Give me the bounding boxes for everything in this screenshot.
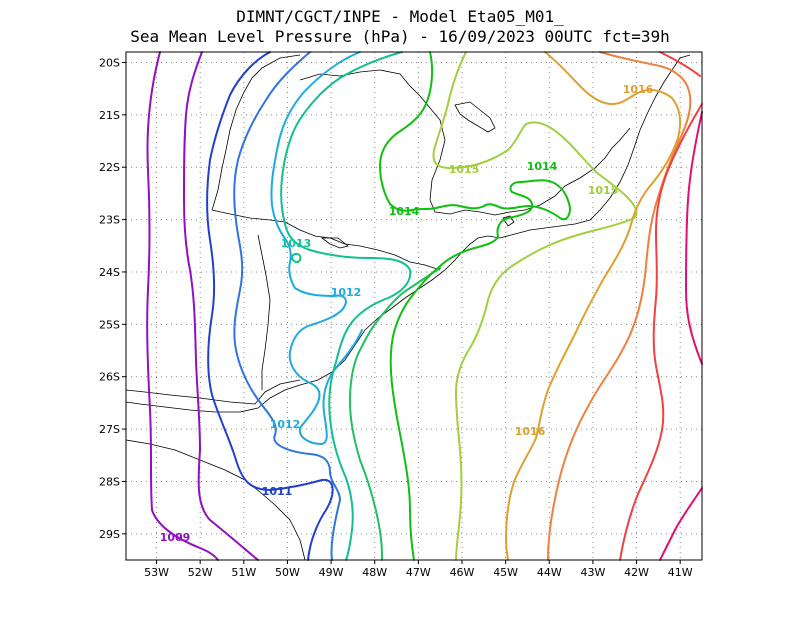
lat-tick-label: 20S [99, 56, 120, 69]
coastline [125, 54, 691, 413]
lat-tick-label: 26S [99, 371, 120, 384]
isobar-1013-ring [291, 252, 302, 264]
lon-tick-label: 48W [362, 566, 387, 579]
reservoir [454, 101, 496, 133]
isobar-1017 [547, 51, 692, 561]
island [320, 237, 349, 249]
island [502, 215, 515, 227]
lat-tick-label: 24S [99, 266, 120, 279]
isobar-1015 [432, 51, 638, 561]
lat-tick-label: 25S [99, 318, 120, 331]
lon-tick-label: 44W [537, 566, 562, 579]
isobar-1019 [659, 111, 703, 561]
map-axis-ticks: 53W 52W 51W 50W 49W 48W 47W 46W 45W 44W 43W 42W 41W 2… [99, 56, 693, 579]
isobar-1009-b [183, 51, 259, 561]
lon-tick-label: 43W [580, 566, 605, 579]
lon-tick-label: 41W [668, 566, 693, 579]
contour-label: 1013 [281, 237, 312, 250]
state-border [211, 209, 441, 271]
lat-tick-label: 21S [99, 109, 120, 122]
contour-label: 1014 [527, 160, 558, 173]
contour-label: 1012 [270, 418, 301, 431]
contour-label: 1011 [262, 485, 293, 498]
lon-tick-label: 47W [406, 566, 431, 579]
state-border [211, 54, 301, 211]
isobars [146, 51, 703, 561]
title-line-1: DIMNT/CGCT/INPE - Model Eta05_M01_ [236, 7, 564, 26]
lon-tick-label: 46W [450, 566, 475, 579]
lat-tick-label: 23S [99, 214, 120, 227]
lat-tick-label: 28S [99, 475, 120, 488]
state-border [125, 439, 306, 561]
contour-label: 1012 [331, 286, 362, 299]
contour-labels: 1016 1015 1014 1015 1014 1013 1012 1012 … [160, 83, 654, 544]
contour-label: 1015 [588, 184, 619, 197]
isobar-1011b [233, 51, 341, 561]
isobar-1016 [505, 51, 681, 561]
lon-tick-label: 49W [319, 566, 344, 579]
state-border [257, 234, 271, 390]
isobar-1009-a [146, 51, 219, 561]
contour-label: 1009 [160, 531, 191, 544]
isobar-1011 [206, 51, 334, 561]
lon-tick-label: 51W [231, 566, 256, 579]
state-border [299, 69, 631, 216]
contour-label: 1015 [449, 163, 480, 176]
lat-tick-label: 22S [99, 161, 120, 174]
state-border [125, 379, 301, 405]
isobar-1013 [280, 51, 412, 561]
lon-tick-label: 52W [188, 566, 213, 579]
lat-tick-label: 27S [99, 423, 120, 436]
coastline-and-borders [125, 54, 691, 561]
contour-label: 1016 [515, 425, 546, 438]
lon-tick-label: 50W [275, 566, 300, 579]
isobar-1018 [619, 51, 703, 561]
map-frame [125, 51, 703, 561]
title-line-2: Sea Mean Level Pressure (hPa) - 16/09/20… [130, 27, 669, 46]
isobar-1013b [349, 267, 441, 561]
lon-tick-label: 53W [144, 566, 169, 579]
lon-tick-label: 42W [624, 566, 649, 579]
contour-label: 1014 [389, 205, 420, 218]
lat-tick-label: 29S [99, 528, 120, 541]
contour-label: 1016 [623, 83, 654, 96]
isobar-1012 [270, 51, 363, 445]
lon-tick-label: 45W [493, 566, 518, 579]
isobar-1014 [379, 51, 571, 561]
